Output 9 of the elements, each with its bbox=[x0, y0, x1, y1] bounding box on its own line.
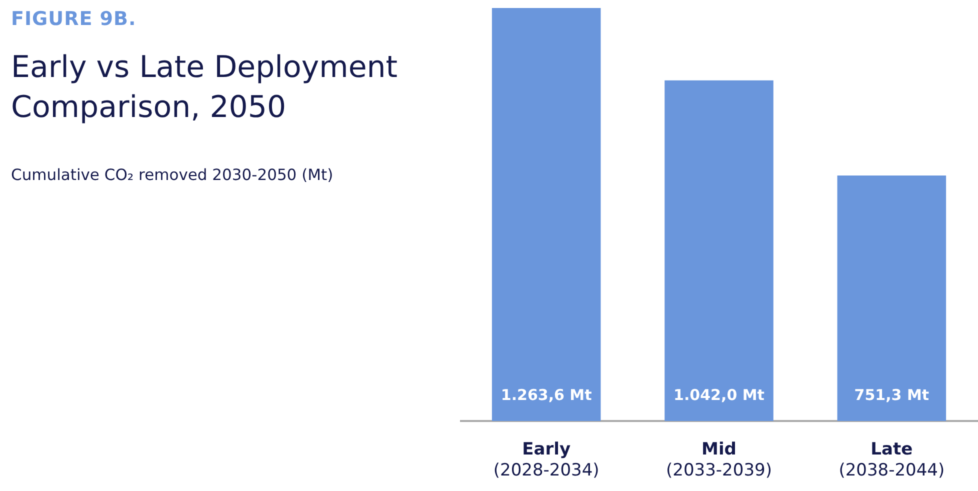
text: Early vs Late Deployment Comparison, 2050 bbox=[11, 49, 399, 127]
text: Cumulative CO₂ removed 2030-2050 (Mt) bbox=[11, 166, 334, 184]
data-label: 1.042,0 Mt bbox=[674, 386, 764, 404]
caption: FIGURE 9B. bbox=[11, 8, 136, 30]
x-tick-label: Late (2038-2044) bbox=[838, 439, 945, 480]
data-label: 1.263,6 Mt bbox=[500, 386, 592, 404]
data-label: 751,3 Mt bbox=[854, 386, 930, 404]
x-tick-label: Mid (2033-2039) bbox=[666, 439, 772, 480]
x-tick-label: Early (2028-2034) bbox=[493, 439, 600, 480]
